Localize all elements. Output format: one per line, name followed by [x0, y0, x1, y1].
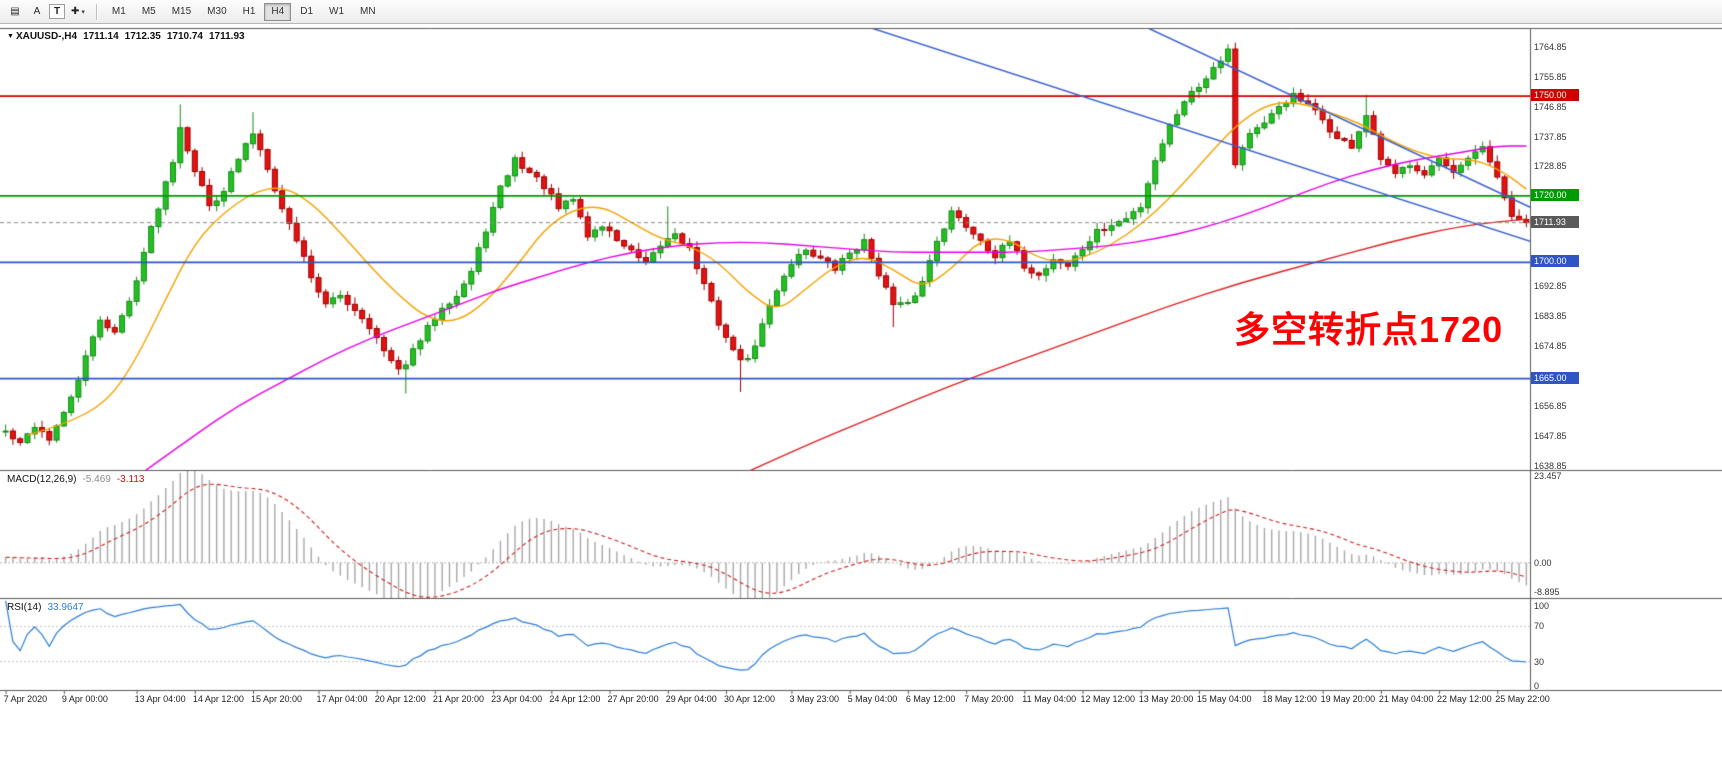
- price-level-label: 1700.00: [1531, 255, 1579, 268]
- time-axis-label: 24 Apr 12:00: [549, 694, 601, 704]
- text-label-tool-button[interactable]: A: [27, 2, 47, 21]
- price-tick-label: 1683.85: [1534, 310, 1567, 321]
- timeframe-m15-button[interactable]: M15: [165, 3, 198, 21]
- rsi-axis-label: 0: [1534, 681, 1540, 691]
- time-axis-label: 14 Apr 12:00: [192, 694, 244, 704]
- timeframe-h4-button[interactable]: H4: [264, 2, 292, 21]
- rsi-label-line: RSI(14) 33.9647: [7, 602, 84, 613]
- macd-label-line: MACD(12,26,9) -5.469 -3.113: [7, 474, 144, 485]
- price-tick-label: 1674.85: [1534, 340, 1567, 351]
- indicators-dropdown-button[interactable]: ✚ ▾: [67, 2, 89, 21]
- current-price-label: 1711.93: [1531, 215, 1579, 228]
- time-axis-label: 22 May 12:00: [1437, 694, 1492, 704]
- time-axis-label: 21 May 04:00: [1378, 694, 1434, 704]
- toolbar: ▤ A T ✚ ▾ M1 M5 M15 M30 H1 H4 D1 W1 MN: [0, 0, 1722, 24]
- time-axis-label: 3 May 23:00: [789, 694, 839, 704]
- open-value: 1711.14: [83, 31, 119, 42]
- time-axis-label: 11 May 04:00: [1022, 694, 1077, 704]
- price-tick-label: 1656.85: [1534, 400, 1567, 411]
- chevron-down-icon: ▾: [81, 8, 85, 16]
- macd-axis-label: -8.895: [1534, 587, 1560, 597]
- price-level-label: 1665.00: [1531, 371, 1579, 384]
- time-axis-label: 21 Apr 20:00: [432, 694, 484, 704]
- price-tick-label: 1737.85: [1534, 131, 1567, 142]
- time-axis-label: 30 Apr 12:00: [723, 694, 776, 704]
- time-axis-label: 12 May 12:00: [1080, 694, 1136, 704]
- macd-axis-label: 23.457: [1534, 471, 1562, 481]
- timeframe-m30-button[interactable]: M30: [200, 3, 233, 21]
- price-level-label: 1750.00: [1531, 89, 1579, 102]
- time-axis-label: 19 May 20:00: [1320, 694, 1376, 704]
- rsi-axis-label: 30: [1534, 656, 1545, 667]
- rsi-axis-label: 70: [1534, 621, 1545, 632]
- rsi-value: 33.9647: [47, 602, 84, 613]
- timeframe-d1-button[interactable]: D1: [293, 3, 320, 21]
- chart-annotation-text[interactable]: 多空转折点1720: [1234, 309, 1504, 350]
- price-tick-label: 1647.85: [1534, 430, 1567, 441]
- timeframe-m5-button[interactable]: M5: [135, 3, 163, 21]
- indicator-icon: ✚: [71, 6, 80, 17]
- price-chart-canvas[interactable]: [0, 24, 1722, 712]
- text-tool-button[interactable]: T: [49, 4, 65, 19]
- rsi-axis-label: 100: [1534, 601, 1550, 611]
- time-axis-label: 20 Apr 12:00: [374, 694, 426, 704]
- macd-main-value: -5.469: [82, 474, 111, 485]
- timeframe-h1-button[interactable]: H1: [236, 3, 263, 21]
- price-level-label: 1720.00: [1531, 188, 1579, 201]
- macd-signal-value: -3.113: [116, 474, 145, 485]
- price-tick-label: 1692.85: [1534, 281, 1567, 292]
- symbol-caret-icon[interactable]: ▼: [7, 33, 14, 40]
- symbol-info-line: ▼ XAUUSD-,H4 1711.14 1712.35 1710.74 1711.93: [7, 31, 251, 42]
- low-value: 1710.74: [166, 31, 203, 42]
- timeframe-mn-button[interactable]: MN: [353, 3, 383, 21]
- time-axis-label: 15 May 04:00: [1196, 694, 1252, 704]
- timeframe-m1-button[interactable]: M1: [105, 3, 133, 21]
- time-axis-label: 17 Apr 04:00: [316, 694, 368, 704]
- macd-label: MACD(12,26,9): [7, 474, 77, 485]
- price-tick-label: 1728.85: [1534, 161, 1567, 172]
- high-value: 1712.35: [124, 31, 161, 42]
- timeframe-w1-button[interactable]: W1: [322, 3, 351, 21]
- time-axis-label: 13 May 20:00: [1138, 694, 1194, 704]
- time-axis-label: 13 Apr 04:00: [134, 694, 186, 704]
- time-axis-label: 7 May 20:00: [964, 694, 1014, 704]
- time-axis-label: 25 May 22:00: [1495, 694, 1550, 704]
- time-axis-label: 15 Apr 20:00: [251, 694, 303, 704]
- time-axis-label: 7 Apr 2020: [3, 694, 48, 704]
- symbol-label: XAUUSD-,H4: [15, 31, 78, 42]
- time-axis-label: 29 Apr 04:00: [665, 694, 717, 704]
- time-axis-label: 18 May 12:00: [1262, 694, 1317, 704]
- price-tick-label: 1638.85: [1534, 460, 1567, 471]
- price-tick-label: 1755.85: [1534, 71, 1567, 82]
- time-axis-label: 23 Apr 04:00: [491, 694, 543, 704]
- price-tick-label: 1764.85: [1534, 41, 1567, 52]
- time-axis-label: 9 Apr 00:00: [61, 694, 108, 704]
- toolbar-separator: [95, 3, 98, 20]
- time-axis-label: 6 May 12:00: [905, 694, 956, 704]
- macd-axis-label: 0.00: [1534, 557, 1552, 568]
- chart-window-icon[interactable]: ▤: [5, 2, 25, 21]
- rsi-label: RSI(14): [7, 602, 42, 613]
- time-axis-label: 5 May 04:00: [847, 694, 898, 704]
- price-tick-label: 1746.85: [1534, 101, 1567, 112]
- time-axis-label: 27 Apr 20:00: [607, 694, 659, 704]
- close-value: 1711.93: [208, 31, 245, 42]
